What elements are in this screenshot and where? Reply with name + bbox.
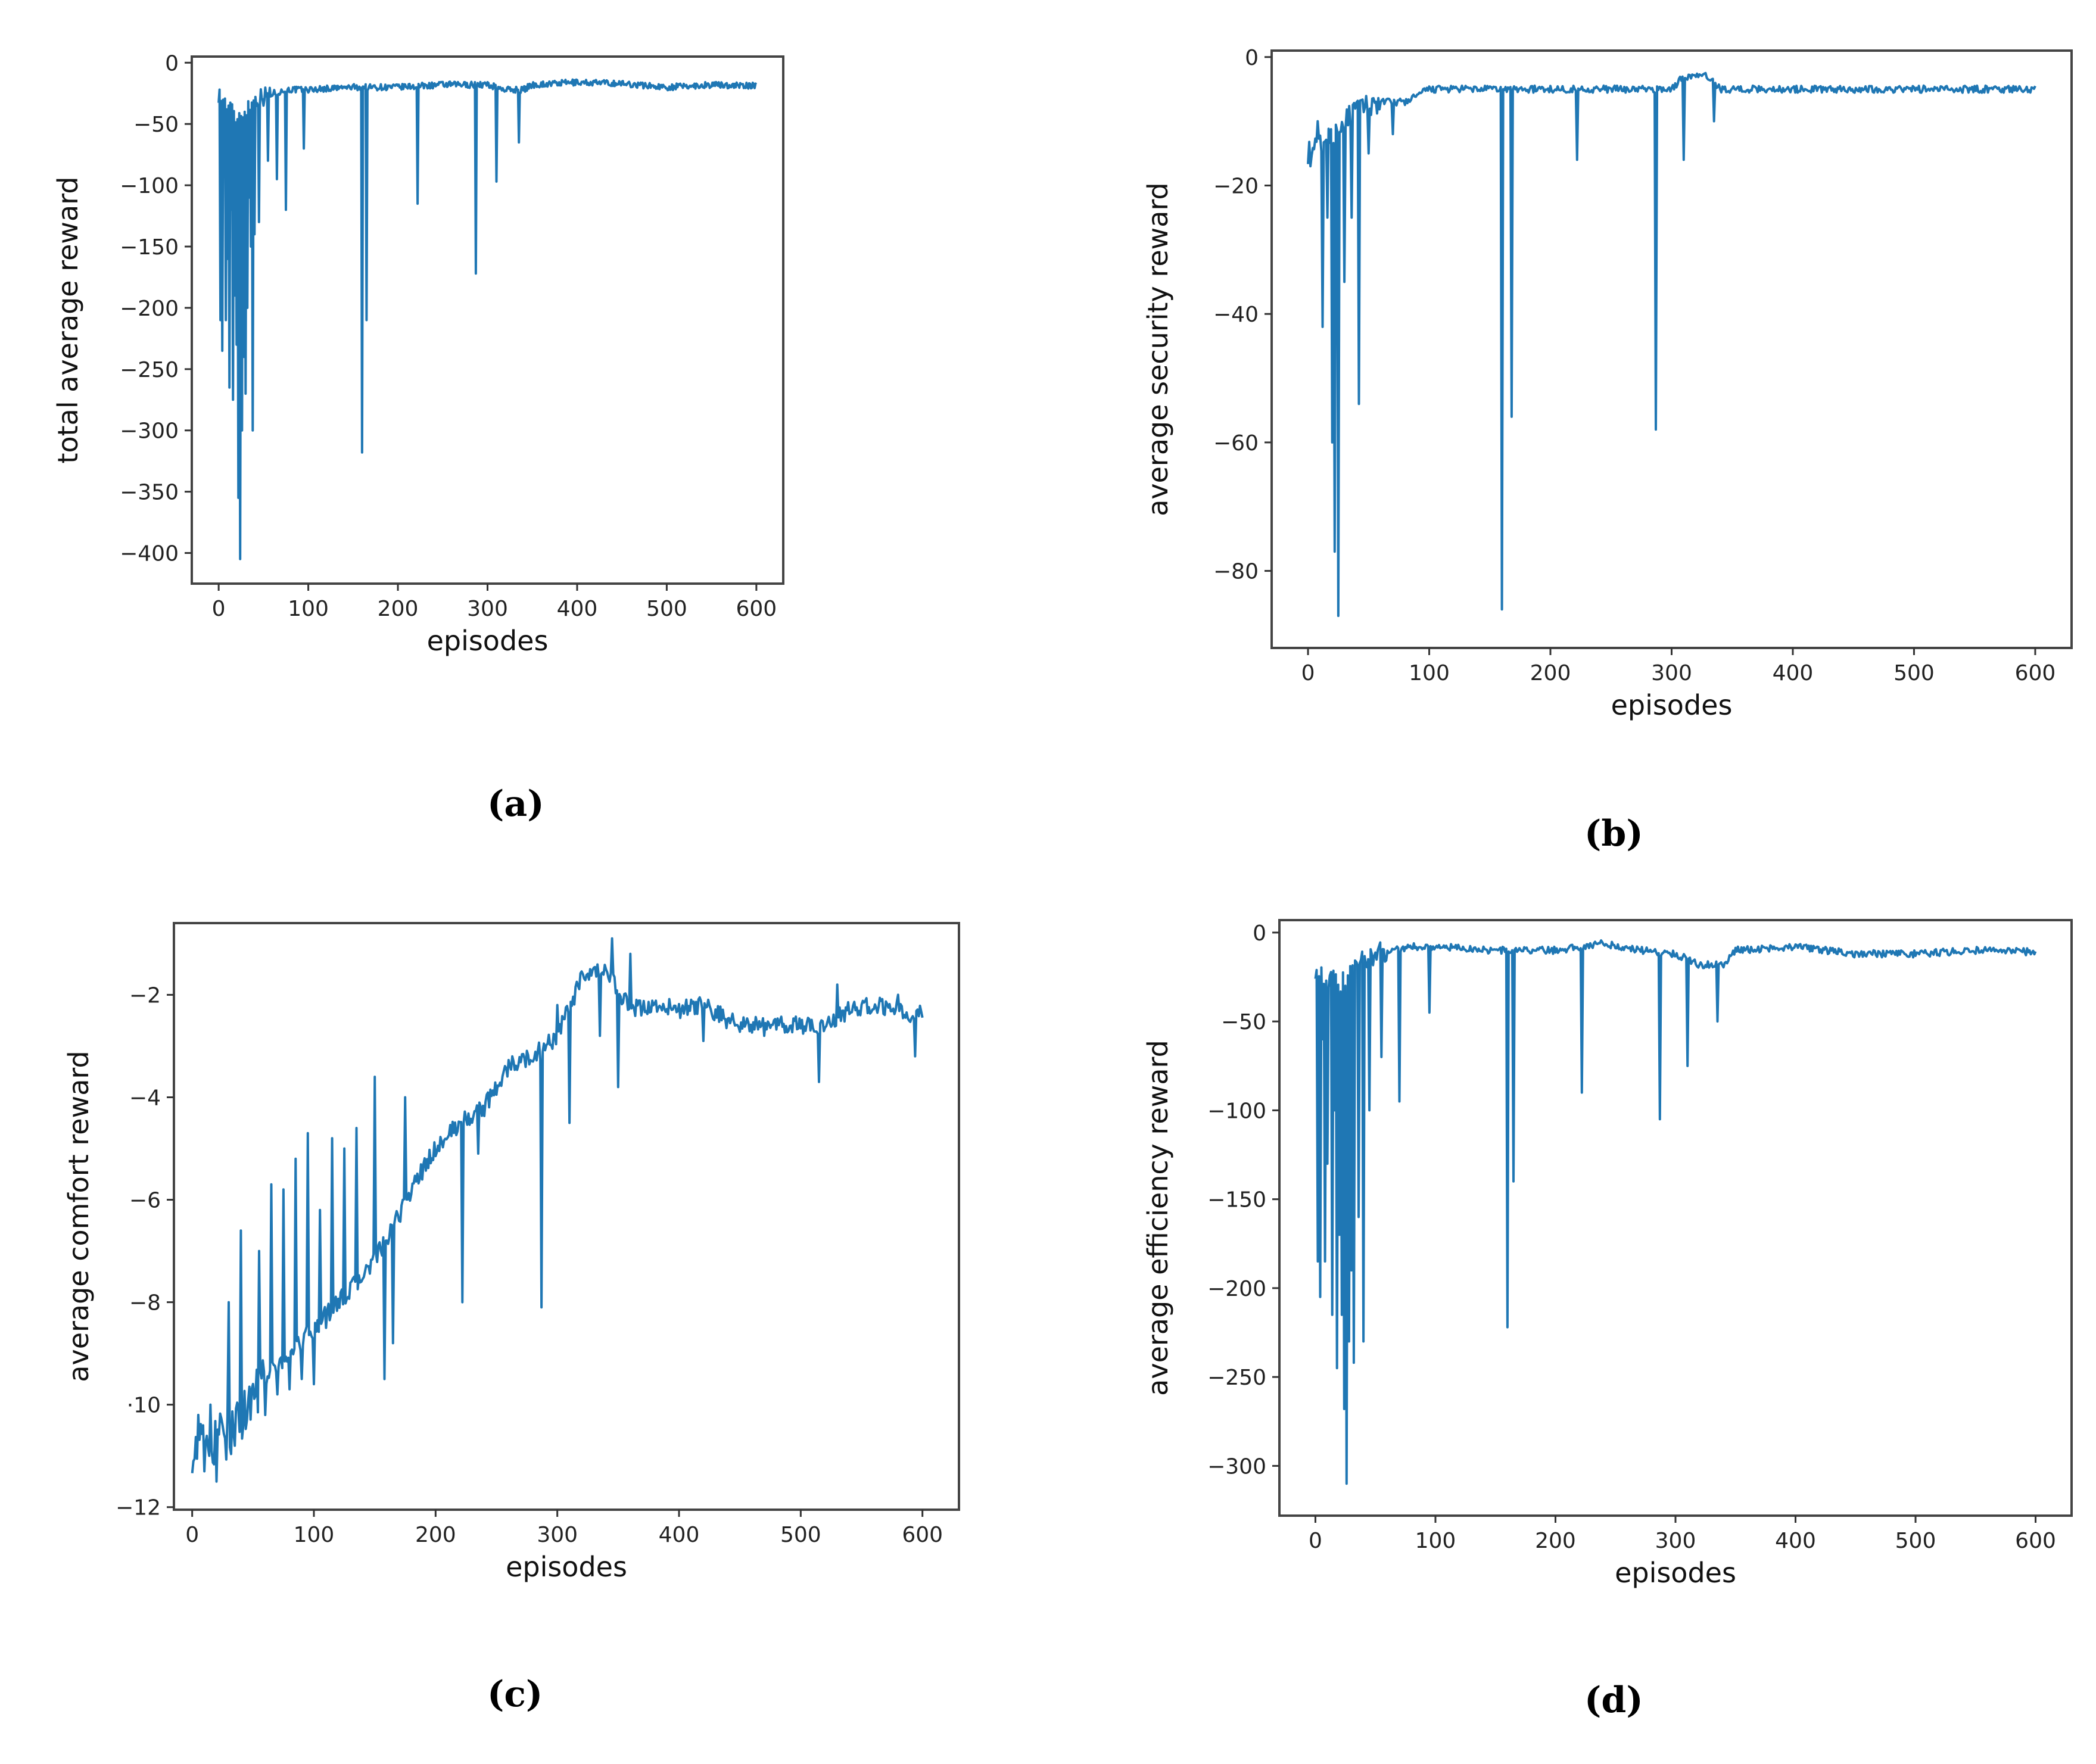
panel-label-a: (a) xyxy=(487,783,544,825)
x-tick-label: 500 xyxy=(1895,1529,1936,1553)
x-tick-label: 400 xyxy=(659,1523,700,1547)
y-axis-title: average security reward xyxy=(1142,182,1174,516)
y-tick-label: −350 xyxy=(120,481,179,505)
x-axis-title: episodes xyxy=(427,625,549,657)
y-tick-label: −12 xyxy=(116,1496,161,1520)
chart-panel-a: 0 100 200 300 400 500 600 0 −50 −100 −150 −200 −250 −… xyxy=(52,51,784,657)
y-tick-label: −100 xyxy=(120,174,179,198)
x-tick-label: 300 xyxy=(467,597,508,621)
y-tick-label: −150 xyxy=(120,235,179,260)
x-tick-label: 200 xyxy=(378,597,419,621)
x-tick-label: 100 xyxy=(288,597,329,621)
y-tick-label: 0 xyxy=(1245,46,1259,70)
y-tick-label: −4 xyxy=(129,1086,161,1110)
y-axis-title: average efficiency reward xyxy=(1142,1040,1174,1396)
y-tick-label: −50 xyxy=(1221,1010,1266,1034)
y-tick-label: −400 xyxy=(120,542,179,566)
y-tick-label: −200 xyxy=(120,297,179,321)
x-tick-label: 0 xyxy=(1301,661,1315,685)
plot-area xyxy=(1270,49,2073,649)
y-tick-label: −2 xyxy=(129,983,161,1008)
x-tick-label: 500 xyxy=(646,597,687,621)
panel-label-b: (b) xyxy=(1584,813,1643,855)
y-tick-label: ·10 xyxy=(127,1394,161,1418)
x-tick-label: 400 xyxy=(1773,661,1814,685)
y-axis-title: average comfort reward xyxy=(63,1051,95,1382)
y-tick-label: −60 xyxy=(1213,431,1259,456)
y-tick-label: −8 xyxy=(129,1291,161,1316)
x-tick-label: 100 xyxy=(1409,661,1450,685)
y-tick-label: −300 xyxy=(1207,1454,1266,1479)
x-tick-label: 200 xyxy=(1530,661,1571,685)
plot-area xyxy=(191,55,784,585)
x-tick-label: 500 xyxy=(780,1523,821,1547)
series-line xyxy=(1307,71,2036,618)
series-line xyxy=(1314,939,2037,1485)
x-tick-label: 600 xyxy=(2015,661,2056,685)
y-tick-label: −100 xyxy=(1207,1099,1266,1123)
x-tick-label: 0 xyxy=(185,1523,199,1547)
x-axis-title: episodes xyxy=(1615,1557,1736,1589)
x-tick-label: 200 xyxy=(1535,1529,1576,1553)
series-line xyxy=(217,78,758,560)
y-tick-label: 0 xyxy=(1253,921,1266,946)
x-tick-label: 600 xyxy=(2015,1529,2056,1553)
plot-area xyxy=(1278,919,2073,1517)
x-tick-label: 600 xyxy=(902,1523,943,1547)
panel-label-d: (d) xyxy=(1584,1679,1643,1721)
y-tick-label: −80 xyxy=(1213,560,1259,584)
y-tick-label: −300 xyxy=(120,419,179,444)
y-axis-title: total average reward xyxy=(52,176,84,463)
x-axis-title: episodes xyxy=(506,1551,627,1583)
y-tick-label: −250 xyxy=(120,358,179,382)
y-tick-label: −40 xyxy=(1213,303,1259,327)
chart-panel-d: 0 100 200 300 400 500 600 0 −50 −100 −150 −200 −250 −… xyxy=(1142,919,2073,1589)
x-tick-label: 300 xyxy=(1655,1529,1696,1553)
y-tick-label: −20 xyxy=(1213,174,1259,198)
x-tick-label: 600 xyxy=(736,597,777,621)
panel-label-c: (c) xyxy=(487,1673,543,1715)
x-tick-label: 300 xyxy=(1651,661,1692,685)
chart-panel-b: 0 100 200 300 400 500 600 0 −20 −40 −60 −80 episodes… xyxy=(1142,46,2073,721)
x-tick-label: 400 xyxy=(1775,1529,1816,1553)
y-tick-label: −6 xyxy=(129,1189,161,1213)
x-tick-label: 500 xyxy=(1893,661,1935,685)
x-tick-label: 300 xyxy=(537,1523,578,1547)
x-tick-label: 200 xyxy=(415,1523,456,1547)
y-tick-label: −200 xyxy=(1207,1277,1266,1301)
x-tick-label: 100 xyxy=(294,1523,335,1547)
y-tick-label: −50 xyxy=(133,113,179,137)
y-tick-label: −250 xyxy=(1207,1366,1266,1390)
chart-panel-c: 0 100 200 300 400 500 600 −2 −4 −6 −8 ·10 −12 episode… xyxy=(63,922,960,1583)
x-tick-label: 400 xyxy=(557,597,598,621)
x-tick-label: 100 xyxy=(1415,1529,1456,1553)
y-tick-label: 0 xyxy=(165,51,179,76)
x-tick-label: 0 xyxy=(212,597,226,621)
y-tick-label: −150 xyxy=(1207,1188,1266,1213)
x-tick-label: 0 xyxy=(1309,1529,1322,1553)
x-axis-title: episodes xyxy=(1611,689,1733,721)
